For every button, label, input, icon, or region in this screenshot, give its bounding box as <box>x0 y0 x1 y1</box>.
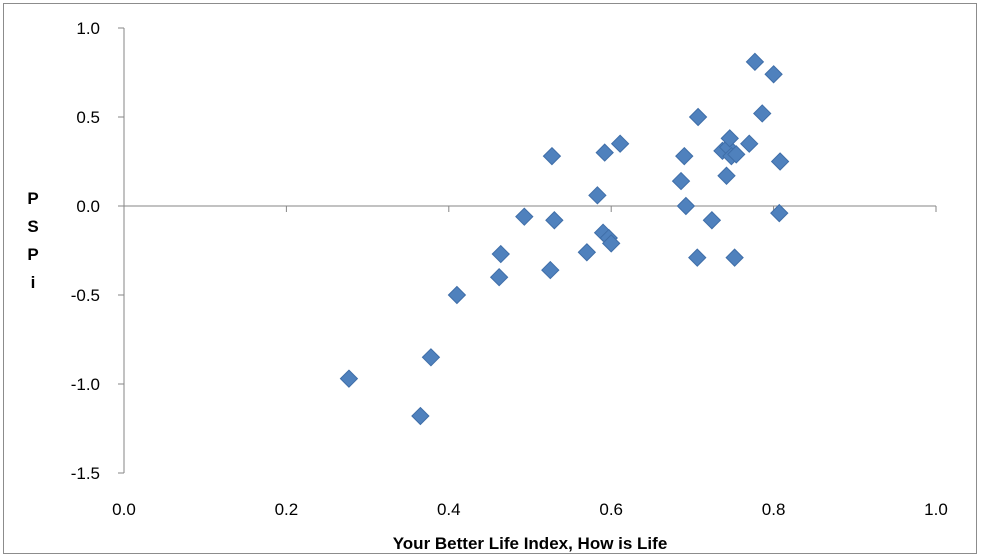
x-tick-label: 1.0 <box>924 500 948 519</box>
data-point <box>339 369 359 388</box>
data-point <box>720 129 739 148</box>
data-point <box>489 267 509 287</box>
axes <box>118 27 937 474</box>
data-points <box>339 52 790 426</box>
x-tick-label: 0.2 <box>275 500 299 519</box>
data-point <box>770 152 790 171</box>
y-axis-title-letter: i <box>31 273 36 292</box>
data-point <box>595 143 614 162</box>
y-tick-label: 0.0 <box>76 197 100 216</box>
data-point <box>588 186 607 205</box>
x-tick-label: 0.8 <box>762 500 786 519</box>
data-point <box>577 243 597 262</box>
x-tick-label: 0.0 <box>112 500 136 519</box>
data-point <box>688 107 708 127</box>
chart-frame <box>3 3 977 554</box>
data-point <box>541 260 560 280</box>
data-point <box>601 234 621 253</box>
x-axis-title: Your Better Life Index, How is Life <box>393 534 668 553</box>
data-point <box>610 134 630 153</box>
data-point <box>491 244 510 264</box>
y-tick-label: 1.0 <box>76 19 100 38</box>
data-point <box>753 104 772 123</box>
data-point <box>725 248 744 267</box>
x-tick-label: 0.4 <box>437 500 461 519</box>
data-point <box>740 134 759 153</box>
data-point <box>411 406 430 426</box>
data-point <box>542 146 562 166</box>
data-point <box>676 196 696 216</box>
y-axis-title-letter: P <box>27 245 38 264</box>
data-point <box>515 207 534 226</box>
data-point <box>745 52 765 72</box>
data-point <box>545 211 564 230</box>
data-point <box>688 248 707 267</box>
data-point <box>447 285 467 305</box>
x-tick-label: 0.6 <box>599 500 623 519</box>
data-point <box>770 203 789 223</box>
data-point <box>702 211 722 230</box>
tick-labels: 1.0 0.5 0.0 -0.5 -1.0 -1.5 0.0 0.2 0.4 0.6 0.8 1.0 <box>71 19 948 519</box>
data-point <box>421 348 441 367</box>
y-axis-title-letter: P <box>27 189 38 208</box>
y-tick-label: 0.5 <box>76 108 100 127</box>
data-point <box>727 145 746 164</box>
data-point <box>717 166 736 185</box>
data-point <box>764 65 783 84</box>
y-tick-label: -1.5 <box>71 464 100 483</box>
y-tick-label: -1.0 <box>71 375 100 394</box>
y-tick-label: -0.5 <box>71 286 100 305</box>
y-axis-title-letter: S <box>27 217 38 236</box>
data-point <box>675 146 694 166</box>
data-point <box>671 171 691 191</box>
